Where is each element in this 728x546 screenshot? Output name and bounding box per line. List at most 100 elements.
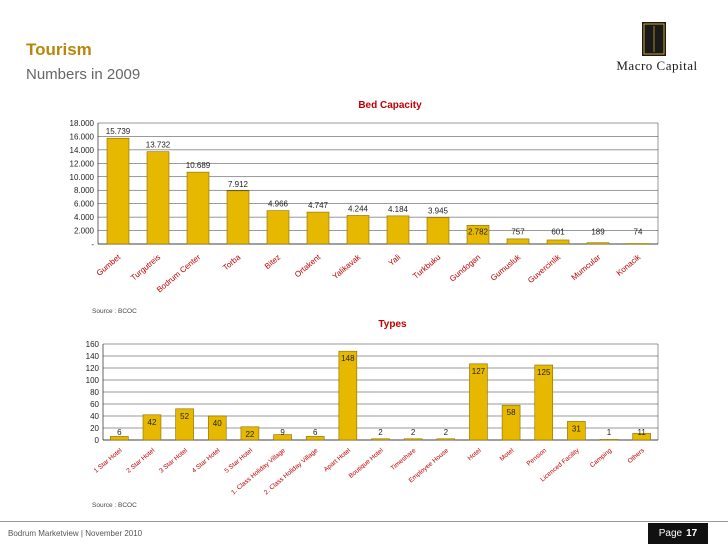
chart1-category-label: Turkbuku: [411, 253, 442, 281]
chart1-value-label: 4.966: [268, 200, 289, 209]
chart1-value-label: 3.945: [428, 206, 449, 215]
chart2-bar: [567, 421, 586, 441]
chart2-value-label: 2: [444, 428, 449, 437]
chart1-value-label: 189: [591, 228, 605, 237]
chart2-value-label: 58: [507, 408, 516, 417]
chart1-bar: [546, 239, 570, 245]
chart2-value-label: 52: [180, 412, 189, 421]
chart1-bar: [586, 242, 610, 245]
chart2-category-label: Pension: [526, 447, 549, 468]
chart2-bar: [338, 350, 358, 441]
chart1-title: Bed Capacity: [358, 100, 422, 111]
chart1-value-label: 10.689: [186, 161, 211, 170]
chart2-value-label: 127: [472, 367, 486, 376]
chart1-category-label: Mumcular: [570, 252, 603, 282]
chart2-category-label: Others: [627, 447, 647, 465]
chart1-value-label: 13.732: [146, 141, 171, 150]
chart2-value-label: 2: [411, 428, 416, 437]
chart1-category-label: Yalikavak: [331, 252, 363, 281]
chart1-bar: [346, 215, 370, 245]
chart2-bar: [469, 363, 488, 441]
chart2-bar: [403, 438, 423, 441]
chart2-value-label: 2: [378, 428, 383, 437]
chart1-bar: [106, 137, 130, 245]
chart2-value-label: 22: [245, 430, 254, 439]
chart2-bar: [436, 438, 456, 441]
chart1-value-label: 2.782: [468, 228, 489, 237]
chart1-category-label: Yali: [387, 252, 403, 267]
chart2-value-label: 40: [213, 419, 222, 428]
chart2-bar: [501, 404, 521, 441]
chart2-category-label: Timeshare: [390, 447, 418, 472]
chart2-bar: [110, 436, 129, 441]
chart1-ytick-label: 14.000: [70, 146, 95, 155]
page-number-badge: Page 17: [648, 523, 708, 544]
chart2-category-label: 2. Class Holiday Village: [263, 447, 320, 496]
chart1-value-label: 757: [511, 228, 525, 237]
chart1-bar: [426, 217, 450, 245]
chart2-category-label: Hotel: [467, 447, 484, 462]
chart1-value-label: 15.739: [106, 127, 131, 136]
chart2-bar: [534, 364, 554, 441]
page-subtitle: Numbers in 2009: [26, 66, 141, 83]
chart2-source-note: Source : BCOC: [92, 502, 137, 509]
chart1-bar: [266, 210, 290, 245]
chart2-bar: [175, 408, 194, 441]
chart2-bar: [273, 434, 292, 441]
chart2-category-label: Boutique Hotel: [348, 447, 386, 480]
page-number: 17: [686, 528, 698, 539]
chart2-value-label: 148: [341, 354, 355, 363]
chart2-bar: [240, 426, 260, 441]
chart2-bar: [207, 415, 227, 441]
chart1-category-label: Guvercinlik: [526, 252, 563, 285]
chart2-value-label: 42: [148, 418, 157, 427]
chart1-ytick-label: 10.000: [70, 173, 95, 182]
chart2-bar: [632, 433, 651, 441]
chart1-category-label: Bodrum Center: [155, 252, 203, 294]
chart1-category-label: Konacik: [615, 252, 643, 278]
company-logo: Macro Capital: [598, 22, 716, 82]
chart1-ytick-label: 8.000: [74, 186, 95, 195]
chart1-bar: [626, 243, 650, 245]
chart2-bar: [371, 438, 390, 441]
page-title: Tourism: [26, 40, 92, 59]
chart2-category-label: Motel: [499, 447, 516, 463]
logo-mark-icon: [642, 22, 666, 56]
chart2-category-label: 2 Star Hotel: [125, 447, 156, 475]
chart1-category-label: Torba: [221, 252, 243, 272]
chart1-category-label: Gundogan: [448, 253, 482, 284]
chart1-bar: [186, 171, 210, 245]
chart1-value-label: 4.244: [348, 204, 369, 213]
chart2-category-label: 3 Star Hotel: [158, 447, 189, 475]
chart2-value-label: 31: [572, 424, 581, 433]
chart1-source-note: Source : BCOC: [92, 308, 137, 315]
chart2-category-label: 4 Star Hotel: [191, 447, 222, 475]
chart1-ytick-label: 4.000: [74, 213, 95, 222]
chart2-title: Types: [378, 319, 407, 330]
chart1-value-label: 4.184: [388, 205, 409, 214]
chart1-ytick-label: 6.000: [74, 200, 95, 209]
chart1-value-label: 601: [551, 228, 565, 237]
chart1-bar: [306, 211, 330, 245]
chart1-bar: [386, 215, 410, 245]
chart1-ytick-label: 16.000: [70, 132, 95, 141]
chart2-bar: [305, 436, 325, 441]
chart2-ytick-label: 40: [90, 412, 99, 421]
chart1-category-label: Ortakent: [293, 252, 323, 279]
chart2-bar: [599, 439, 619, 441]
logo-text: Macro Capital: [616, 58, 698, 73]
chart1-value-label: 74: [634, 228, 643, 237]
chart1-bar: [226, 190, 250, 245]
chart2-ytick-label: 80: [90, 388, 99, 397]
chart1-bar: [146, 151, 170, 245]
footer-text: Bodrum Marketview | November 2010: [8, 529, 143, 538]
footer-divider: [0, 521, 728, 522]
chart1-value-label: 4.747: [308, 201, 329, 210]
chart2-value-label: 1: [607, 428, 612, 437]
chart2-ytick-label: 120: [86, 364, 100, 373]
chart2-ytick-label: 140: [86, 352, 100, 361]
chart1-category-label: Bitez: [263, 253, 282, 271]
chart2-ytick-label: 20: [90, 424, 99, 433]
chart1-bar: [466, 224, 490, 245]
chart2-ytick-label: 60: [90, 400, 99, 409]
